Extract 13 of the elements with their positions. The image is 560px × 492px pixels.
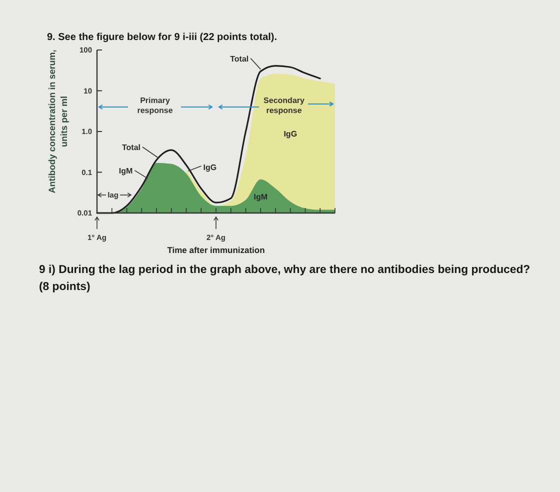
text: Total <box>122 142 140 152</box>
text: IgM <box>118 166 133 176</box>
annotation: Primary response <box>137 96 174 115</box>
chart-title: 9. See the figure below for 9 i-iii (22 points total). <box>47 32 278 43</box>
series-label: Total <box>230 54 249 64</box>
y-axis-title: Antibody concentration in serum, units per ml <box>47 50 69 194</box>
text: IgG <box>284 130 298 139</box>
text: 9 i) During the lag period in the graph above, why are there no antibodies being produced? (8 points) <box>39 264 530 293</box>
series-label: IgM <box>254 192 268 202</box>
x-axis-title: Time after immunization <box>167 245 265 255</box>
annotation: Secondary response <box>264 96 306 115</box>
line-series <box>96 64 321 214</box>
series-label: IgG <box>203 163 217 172</box>
